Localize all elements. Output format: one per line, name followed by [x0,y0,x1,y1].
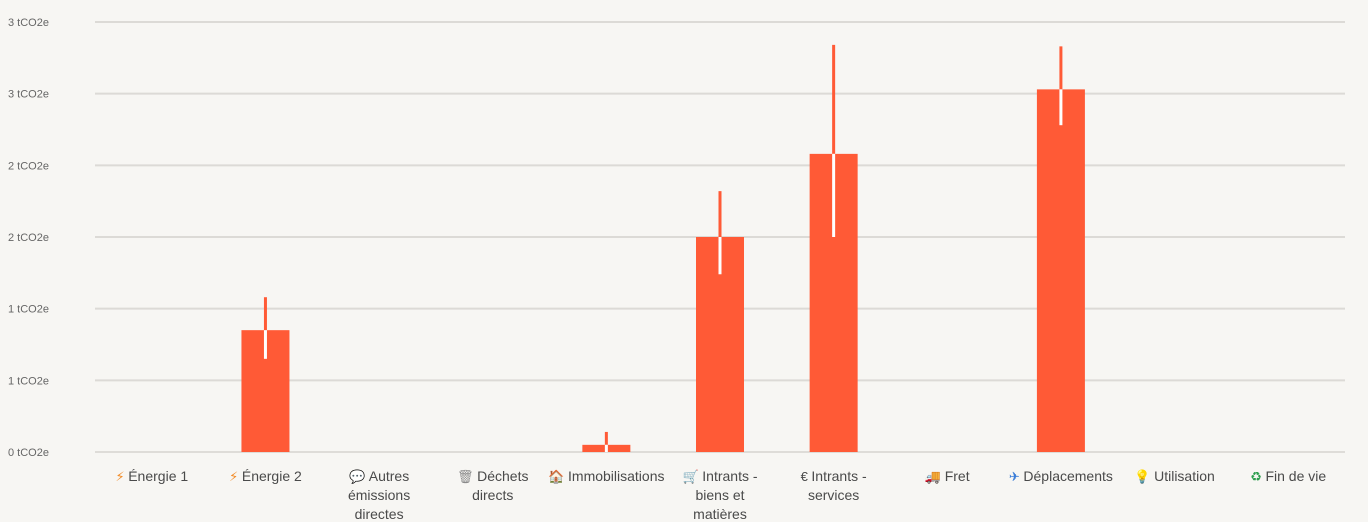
category-label-line: émissions [348,487,410,503]
category-label-text: émissions [348,487,410,503]
category-label-line: Intrants - [702,468,758,484]
category-label-line: matières [693,506,747,522]
truck-icon: 🚚 [925,469,945,484]
category-label-line: Fin de vie [1265,468,1326,484]
category-labels: ⚡ Énergie 1 ⚡ Énergie 2 💬 Autresémissionsd… [115,468,1326,522]
lightbulb-icon: 💡 [1134,469,1154,484]
category-label: 🛒 Intrants - biens et matières [682,468,757,522]
y-tick-label: 3 tCO2e [8,89,49,101]
y-tick-label: 3 tCO2e [8,17,49,29]
category-label: € Intrants - services [801,468,867,503]
category-label-line: Immobilisations [568,468,664,484]
category-label: ♻ Fin de vie [1250,468,1326,484]
y-tick-label: 1 tCO2e [8,375,49,387]
category-label-line: services [808,487,859,503]
category-label-line: Énergie 2 [242,468,302,484]
category-label-line: Fret [945,468,970,484]
category-label: 🚚 Fret [925,468,970,484]
category-label-text: 🗑 Déchets [457,468,528,484]
category-label-line: Déplacements [1023,468,1113,484]
category-label-text: biens et [695,487,744,503]
speech-bubble-icon: 💬 [349,469,369,484]
y-tick-label: 0 tCO2e [8,447,49,459]
category-label-text: matières [693,506,747,522]
category-label: ⚡ Énergie 1 [115,468,188,484]
category-label: 💬 Autres émissions directes [348,468,410,522]
category-label-line: Déchets [477,468,528,484]
category-label-text: ⚡ Énergie 1 [115,468,188,484]
lightning-icon: ⚡ [115,469,128,484]
category-label: ⚡ Énergie 2 [229,468,302,484]
category-label-text: services [808,487,859,503]
airplane-icon: ✈ [1009,469,1024,484]
error-bars [263,44,1063,452]
category-label-line: Utilisation [1154,468,1215,484]
category-label: 💡 Utilisation [1134,468,1215,484]
y-tick-label: 1 tCO2e [8,304,49,316]
category-label-line: biens et [695,487,744,503]
category-label-line: Intrants - [811,468,867,484]
category-label-line: Autres [369,468,409,484]
category-label: 🗑 Déchets directs [457,468,528,503]
house-icon: 🏠 [548,469,568,484]
category-label-text: directes [355,506,404,522]
category-label-line: Énergie 1 [128,468,188,484]
cart-icon: 🛒 [682,469,702,484]
bar [1036,89,1085,452]
category-label-text: directs [472,487,513,503]
y-tick-label: 2 tCO2e [8,232,49,244]
category-label-text: 💬 Autres [349,468,409,484]
category-label-text: ✈ Déplacements [1009,468,1113,484]
y-axis-ticks: 0 tCO2e 1 tCO2e 1 tCO2e 2 tCO2e 2 tCO2e 3 tCO… [8,17,49,459]
category-label-text: 💡 Utilisation [1134,468,1215,484]
category-label-text: 🏠 Immobilisations [548,468,664,484]
y-tick-label: 2 tCO2e [8,160,49,172]
lightning-icon: ⚡ [229,469,242,484]
category-label-line: directes [355,506,404,522]
category-label: 🏠 Immobilisations [548,468,664,484]
category-label: ✈ Déplacements [1009,468,1113,484]
bars [241,89,1085,452]
recycle-icon: ♻ [1250,469,1265,484]
category-label-text: 🚚 Fret [925,468,970,484]
category-label-text: ♻ Fin de vie [1250,468,1326,484]
category-label-text: ⚡ Énergie 2 [229,468,302,484]
euro-icon: € [801,469,812,484]
trash-icon: 🗑 [457,469,477,484]
category-label-line: directs [472,487,513,503]
category-label-text: € Intrants - [801,468,867,484]
category-label-text: 🛒 Intrants - [682,468,757,484]
